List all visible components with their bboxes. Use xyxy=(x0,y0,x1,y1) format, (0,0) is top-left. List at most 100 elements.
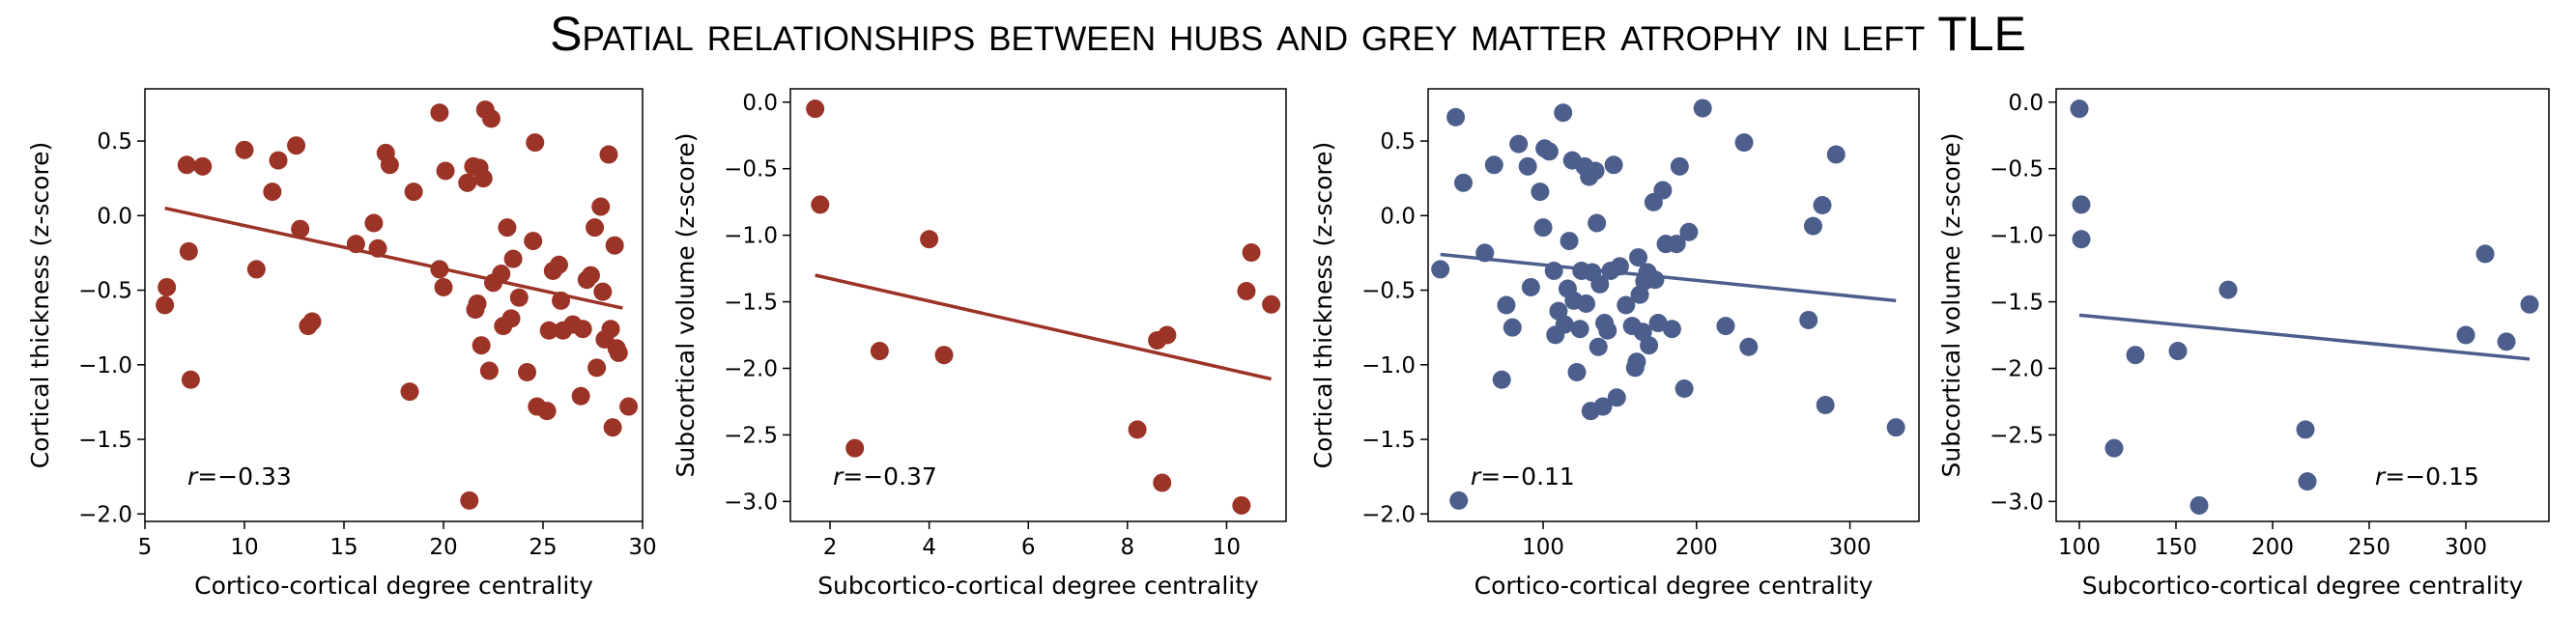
y-tick-label: −1.5 xyxy=(78,428,132,453)
data-point xyxy=(1604,155,1623,175)
data-point xyxy=(1598,321,1617,340)
data-point xyxy=(302,312,322,331)
data-point xyxy=(2497,332,2516,351)
y-tick-label: −1.5 xyxy=(1361,428,1416,453)
y-tick-label: 0.0 xyxy=(2008,91,2044,116)
data-point xyxy=(177,155,196,175)
data-point xyxy=(501,309,521,328)
x-axis-label: Cortico-cortical degree centrality xyxy=(1474,572,1874,600)
data-point xyxy=(1128,420,1147,439)
data-point xyxy=(1799,310,1818,329)
data-point xyxy=(1739,337,1759,356)
data-point xyxy=(609,343,628,362)
data-point xyxy=(1560,232,1579,251)
data-point xyxy=(539,321,558,340)
data-point xyxy=(364,213,384,233)
data-point xyxy=(156,295,175,315)
panel-3: 100 200 300 −2.0 −1.5 −1.0 −0.5 0.0 0.5 r=−0.11 Co… xyxy=(1309,88,1920,600)
data-point xyxy=(1237,282,1256,301)
y-axis-label: Subcortical volume (z-score) xyxy=(672,133,700,478)
data-point xyxy=(1533,218,1553,238)
y-tick-label: −1.5 xyxy=(724,291,778,316)
data-point xyxy=(503,249,523,268)
data-point xyxy=(2072,195,2091,214)
data-point xyxy=(806,99,825,119)
data-point xyxy=(263,182,282,202)
y-tick-label: −1.0 xyxy=(1989,224,2044,249)
x-tick-label: 15 xyxy=(329,535,358,560)
data-point xyxy=(2070,99,2089,119)
panel-4: 100 150 200 250 300 −3.0 −2.5 −2.0 −1.5 −1.0 −0.5 0… xyxy=(1937,88,2550,600)
data-point xyxy=(586,218,605,238)
data-point xyxy=(479,361,499,380)
panel-1: 5 10 15 20 25 30 −2.0 −1.5 −1.0 −0.5 0.0 0.5 r=−0.33… xyxy=(26,88,657,600)
x-tick-label: 100 xyxy=(2058,535,2101,560)
data-point xyxy=(1640,336,1659,355)
correlation-annotation: r=−0.11 xyxy=(1471,463,1575,491)
y-tick-label: −0.5 xyxy=(78,279,132,304)
data-point xyxy=(1803,216,1822,236)
data-point xyxy=(599,145,618,164)
data-point xyxy=(492,265,511,284)
y-tick-label: −3.0 xyxy=(1989,490,2044,515)
data-point xyxy=(1492,370,1511,389)
x-axis-label: Cortico-cortical degree centrality xyxy=(194,572,593,600)
x-tick-label: 200 xyxy=(1675,535,1718,560)
data-point xyxy=(1662,320,1681,339)
data-point xyxy=(1153,473,1172,492)
x-tick-label: 5 xyxy=(138,535,153,560)
y-tick-label: −2.0 xyxy=(1989,356,2044,381)
data-point xyxy=(1667,235,1686,254)
data-point xyxy=(1716,317,1735,336)
data-point xyxy=(1449,491,1469,510)
data-point xyxy=(601,320,620,339)
data-point xyxy=(436,161,455,181)
data-point xyxy=(581,266,600,285)
y-axis-label: Cortical thickness (z-score) xyxy=(1309,142,1337,469)
data-point xyxy=(1497,295,1516,315)
data-point xyxy=(1567,363,1587,382)
regression-line xyxy=(164,206,623,310)
y-tick-label: −2.0 xyxy=(1361,502,1416,527)
data-point xyxy=(368,238,387,258)
data-point xyxy=(1232,495,1251,515)
data-point xyxy=(1503,318,1522,337)
data-point xyxy=(1607,388,1626,407)
x-tick-label: 8 xyxy=(1121,535,1135,560)
data-point xyxy=(509,288,529,307)
data-point xyxy=(2190,495,2209,515)
data-point xyxy=(1886,418,1905,437)
y-tick-label: −1.0 xyxy=(724,224,778,249)
data-point xyxy=(573,320,592,339)
data-point xyxy=(1586,161,1605,181)
y-axis-label: Cortical thickness (z-score) xyxy=(26,142,54,469)
data-point xyxy=(1589,337,1608,356)
data-point xyxy=(2296,420,2315,439)
data-point xyxy=(549,255,568,274)
regression-line xyxy=(1440,252,1897,303)
data-point xyxy=(552,291,571,310)
data-point xyxy=(1242,243,1261,263)
data-point xyxy=(605,236,624,255)
data-point xyxy=(1588,213,1607,233)
y-tick-label: −0.5 xyxy=(724,157,778,182)
data-point xyxy=(1679,222,1699,241)
data-point xyxy=(591,197,611,216)
y-tick-label: 0.0 xyxy=(97,204,132,229)
y-tick-label: −2.5 xyxy=(1989,423,2044,448)
y-tick-label: 0.5 xyxy=(1380,129,1416,154)
data-point xyxy=(1518,156,1537,176)
y-tick-label: −2.0 xyxy=(78,502,132,527)
data-point xyxy=(404,182,423,202)
data-point xyxy=(468,294,487,313)
x-tick-label: 4 xyxy=(922,535,936,560)
data-point xyxy=(845,438,865,458)
y-tick-label: −0.5 xyxy=(1361,279,1416,304)
figure-title: Spatial relationships between hubs and g… xyxy=(550,7,2026,61)
y-axis-label: Subcortical volume (z-score) xyxy=(1937,133,1965,478)
data-point xyxy=(2476,244,2495,264)
data-point xyxy=(1555,315,1574,334)
x-tick-label: 250 xyxy=(2348,535,2390,560)
data-point xyxy=(1648,314,1668,333)
data-point xyxy=(811,195,830,214)
